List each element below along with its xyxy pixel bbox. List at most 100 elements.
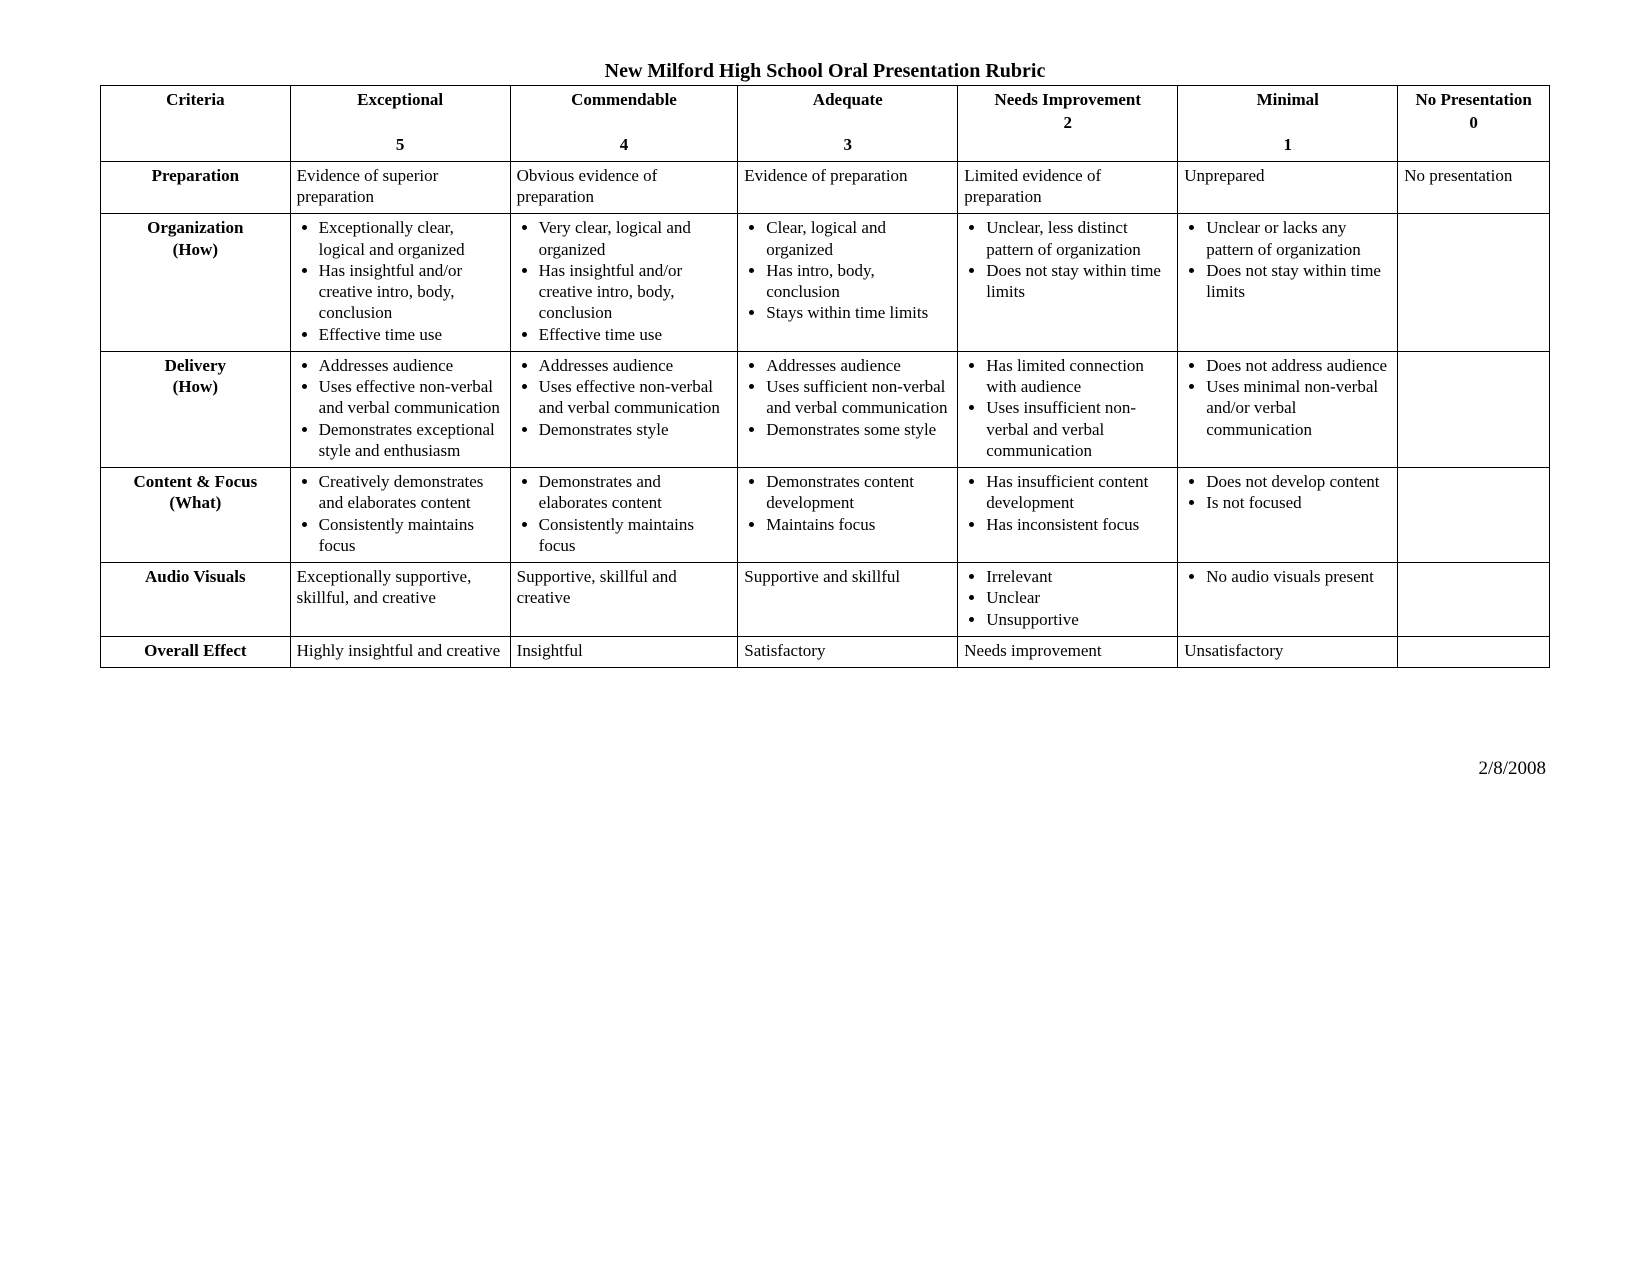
page: New Milford High School Oral Presentatio… [100,60,1550,780]
rubric-cell: Highly insightful and creative [290,636,510,667]
list-item: Exceptionally clear, logical and organiz… [319,217,504,260]
table-row: Overall EffectHighly insightful and crea… [101,636,1550,667]
criterion-label: Audio Visuals [101,563,291,637]
bullet-list: Has limited connection with audienceUses… [964,355,1171,461]
table-row: Audio VisualsExceptionally supportive, s… [101,563,1550,637]
rubric-table: Criteria Exceptional 5 Commendable 4 Ade… [100,85,1550,668]
rubric-cell: Unclear, less distinct pattern of organi… [958,214,1178,352]
level-score: 3 [744,134,951,155]
level-score: 2 [964,112,1171,133]
list-item: Has insightful and/or creative intro, bo… [319,260,504,324]
bullet-list: Unclear, less distinct pattern of organi… [964,217,1171,302]
bullet-list: No audio visuals present [1184,566,1391,587]
level-name: No Presentation [1404,89,1543,110]
page-title: New Milford High School Oral Presentatio… [100,60,1550,83]
rubric-cell [1398,563,1550,637]
level-score: 4 [517,134,732,155]
list-item: Demonstrates style [539,419,732,440]
list-item: Irrelevant [986,566,1171,587]
list-item: Uses effective non-verbal and verbal com… [319,376,504,419]
list-item: Unclear [986,587,1171,608]
rubric-cell: Addresses audienceUses effective non-ver… [290,351,510,467]
table-row: Organization(How)Exceptionally clear, lo… [101,214,1550,352]
list-item: Does not stay within time limits [1206,260,1391,303]
rubric-cell: No audio visuals present [1178,563,1398,637]
bullet-list: Addresses audienceUses effective non-ver… [297,355,504,461]
rubric-cell: Clear, logical and organizedHas intro, b… [738,214,958,352]
header-level-3: Adequate 3 [738,86,958,162]
rubric-cell [1398,214,1550,352]
bullet-list: Addresses audienceUses effective non-ver… [517,355,732,440]
list-item: Does not develop content [1206,471,1391,492]
bullet-list: Addresses audienceUses sufficient non-ve… [744,355,951,440]
rubric-cell: Insightful [510,636,738,667]
header-level-5: Exceptional 5 [290,86,510,162]
bullet-list: Does not address audienceUses minimal no… [1184,355,1391,440]
rubric-cell: Addresses audienceUses effective non-ver… [510,351,738,467]
table-row: Delivery(How)Addresses audienceUses effe… [101,351,1550,467]
rubric-cell: Very clear, logical and organizedHas ins… [510,214,738,352]
rubric-cell: Limited evidence of preparation [958,161,1178,214]
rubric-cell: Demonstrates content developmentMaintain… [738,468,958,563]
rubric-cell: Has limited connection with audienceUses… [958,351,1178,467]
rubric-cell: Supportive, skillful and creative [510,563,738,637]
rubric-cell: Needs improvement [958,636,1178,667]
bullet-list: Does not develop contentIs not focused [1184,471,1391,514]
level-name: Needs Improvement [964,89,1171,110]
table-row: PreparationEvidence of superior preparat… [101,161,1550,214]
list-item: Uses sufficient non-verbal and verbal co… [766,376,951,419]
list-item: Does not address audience [1206,355,1391,376]
rubric-cell: No presentation [1398,161,1550,214]
rubric-cell: Evidence of superior preparation [290,161,510,214]
list-item: Demonstrates content development [766,471,951,514]
list-item: Has limited connection with audience [986,355,1171,398]
list-item: Addresses audience [319,355,504,376]
header-level-0: No Presentation 0 [1398,86,1550,162]
bullet-list: Creatively demonstrates and elaborates c… [297,471,504,556]
rubric-cell: Obvious evidence of preparation [510,161,738,214]
header-level-2: Needs Improvement 2 [958,86,1178,162]
list-item: Has inconsistent focus [986,514,1171,535]
list-item: Stays within time limits [766,302,951,323]
list-item: Unclear or lacks any pattern of organiza… [1206,217,1391,260]
level-score: 1 [1184,134,1391,155]
table-head: Criteria Exceptional 5 Commendable 4 Ade… [101,86,1550,162]
header-row: Criteria Exceptional 5 Commendable 4 Ade… [101,86,1550,162]
list-item: Has insightful and/or creative intro, bo… [539,260,732,324]
list-item: Does not stay within time limits [986,260,1171,303]
rubric-cell: Does not address audienceUses minimal no… [1178,351,1398,467]
rubric-cell: Supportive and skillful [738,563,958,637]
list-item: Unsupportive [986,609,1171,630]
criterion-label: Preparation [101,161,291,214]
rubric-cell [1398,351,1550,467]
footer-date: 2/8/2008 [100,758,1550,780]
header-criteria: Criteria [101,86,291,162]
bullet-list: Clear, logical and organizedHas intro, b… [744,217,951,323]
rubric-cell: Has insufficient content developmentHas … [958,468,1178,563]
list-item: Uses minimal non-verbal and/or verbal co… [1206,376,1391,440]
list-item: Very clear, logical and organized [539,217,732,260]
bullet-list: Very clear, logical and organizedHas ins… [517,217,732,345]
rubric-cell: Unprepared [1178,161,1398,214]
rubric-cell: Exceptionally supportive, skillful, and … [290,563,510,637]
list-item: Consistently maintains focus [539,514,732,557]
rubric-cell: Demonstrates and elaborates contentConsi… [510,468,738,563]
list-item: Maintains focus [766,514,951,535]
rubric-cell: Evidence of preparation [738,161,958,214]
rubric-cell: Addresses audienceUses sufficient non-ve… [738,351,958,467]
bullet-list: Unclear or lacks any pattern of organiza… [1184,217,1391,302]
level-name: Exceptional [297,89,504,110]
list-item: Uses effective non-verbal and verbal com… [539,376,732,419]
list-item: Demonstrates and elaborates content [539,471,732,514]
list-item: No audio visuals present [1206,566,1391,587]
rubric-cell [1398,636,1550,667]
rubric-cell [1398,468,1550,563]
list-item: Effective time use [539,324,732,345]
list-item: Demonstrates some style [766,419,951,440]
list-item: Demonstrates exceptional style and enthu… [319,419,504,462]
criterion-label: Overall Effect [101,636,291,667]
level-score: 5 [297,134,504,155]
header-level-4: Commendable 4 [510,86,738,162]
rubric-cell: Satisfactory [738,636,958,667]
list-item: Addresses audience [766,355,951,376]
